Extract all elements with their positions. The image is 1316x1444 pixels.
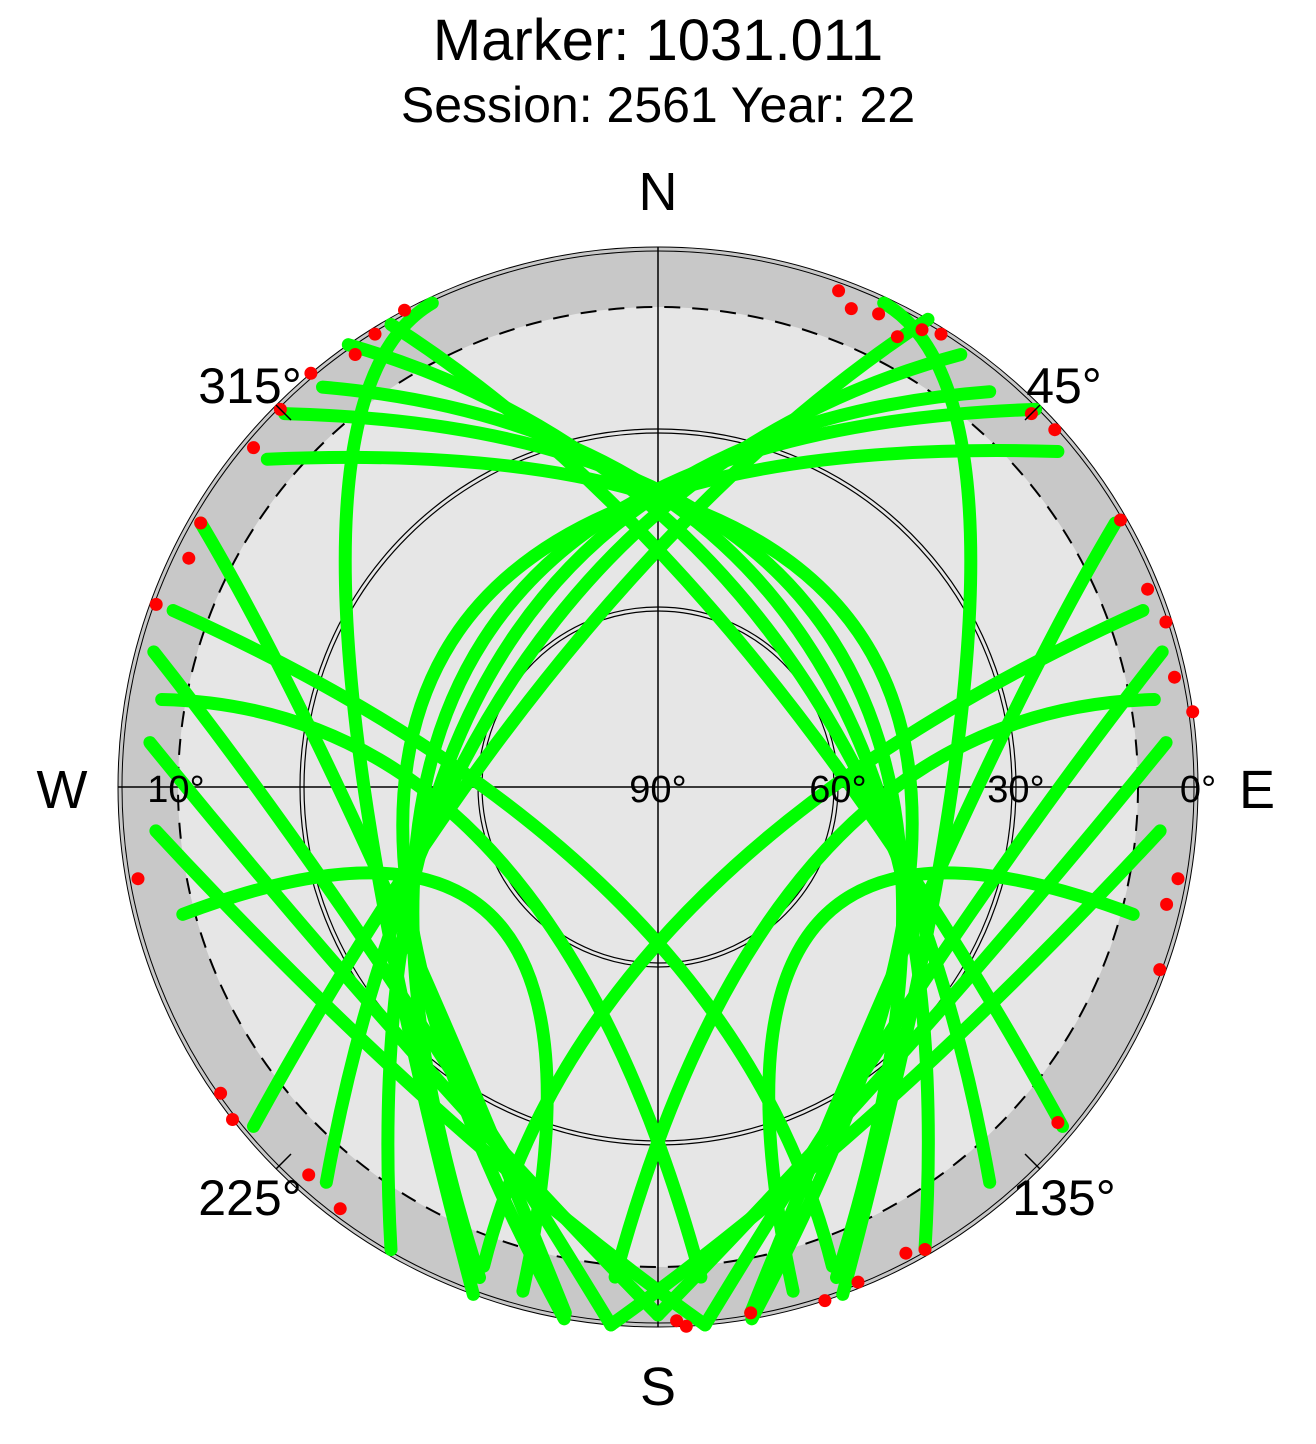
compass-west: W [37, 760, 88, 820]
satellite-track [155, 693, 708, 1284]
low-elevation-point [348, 348, 362, 361]
low-elevation-point [899, 1246, 913, 1260]
elevation-tick-label: 30° [987, 769, 1044, 811]
low-elevation-point [934, 327, 948, 341]
low-elevation-point [1160, 897, 1174, 911]
satellite-tracks [143, 296, 1173, 1332]
low-elevation-point [918, 1243, 932, 1256]
low-elevation-point [302, 1168, 316, 1182]
low-elevation-point [1048, 423, 1062, 437]
low-elevation-point [194, 516, 208, 530]
satellite-track [406, 402, 1043, 1284]
low-elevation-point [679, 1319, 693, 1333]
azimuth-tick-label: 135° [1012, 1170, 1115, 1226]
satellite-track [319, 348, 968, 1189]
low-elevation-point [844, 302, 858, 316]
low-elevation-point [304, 366, 318, 380]
low-elevation-point [1171, 872, 1185, 886]
azimuth-tick-label: 315° [198, 358, 301, 414]
elevation-tick-label: 90° [629, 769, 686, 811]
satellite-track [604, 824, 1167, 1332]
low-elevation-point [832, 284, 846, 298]
low-elevation-point [131, 872, 145, 886]
low-elevation-point [333, 1202, 347, 1216]
low-elevation-point [226, 1113, 239, 1126]
low-elevation-point [1141, 582, 1155, 596]
low-elevation-point [890, 330, 904, 344]
low-elevation-point [1114, 513, 1127, 527]
satellite-track [247, 312, 935, 1133]
satellite-track [149, 824, 712, 1332]
azimuth-tick-label: 45° [1026, 358, 1102, 414]
low-elevation-point [872, 307, 886, 321]
low-elevation-point [368, 327, 382, 341]
low-elevation-point [851, 1275, 865, 1289]
low-elevation-point [1159, 615, 1173, 629]
satellite-track [608, 693, 1161, 1284]
compass-south: S [640, 1357, 676, 1417]
satellite-track [477, 604, 1150, 1273]
low-elevation-point [182, 551, 196, 565]
compass-east: E [1239, 760, 1275, 820]
low-elevation-point [1153, 963, 1167, 977]
satellite-track [341, 338, 997, 1189]
azimuth-tick-marks [275, 404, 1041, 1170]
elevation-mask-label: 10° [147, 769, 204, 811]
low-elevation-point [1051, 1116, 1065, 1129]
satellite-track [762, 866, 1140, 1298]
low-elevation-point [818, 1294, 832, 1308]
low-elevation-point [398, 303, 411, 317]
low-elevation-point [214, 1086, 228, 1100]
elevation-tick-label: 60° [809, 769, 866, 811]
low-elevation-point [915, 323, 929, 337]
low-elevation-point [1168, 670, 1181, 684]
low-elevation-point [247, 441, 260, 455]
low-elevation-point [744, 1306, 758, 1320]
satellite-track [278, 407, 909, 1284]
azimuth-tick-label: 225° [198, 1170, 301, 1226]
low-elevation-point [670, 1314, 684, 1328]
satellite-track [166, 604, 839, 1273]
satellite-track [176, 866, 554, 1298]
elevation-tick-label: 0° [1180, 769, 1216, 811]
chart-subtitle: Session: 2561 Year: 22 [401, 77, 915, 133]
compass-north: N [639, 162, 678, 222]
low-elevation-point [1186, 705, 1200, 719]
chart-title: Marker: 1031.011 [433, 8, 883, 73]
low-elevation-point [149, 597, 163, 611]
